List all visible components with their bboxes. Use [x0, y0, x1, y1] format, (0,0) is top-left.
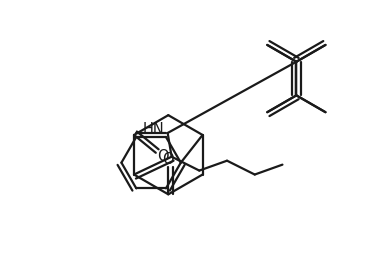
Text: O: O — [162, 152, 174, 167]
Text: HN: HN — [143, 122, 165, 136]
Text: O: O — [157, 149, 169, 164]
